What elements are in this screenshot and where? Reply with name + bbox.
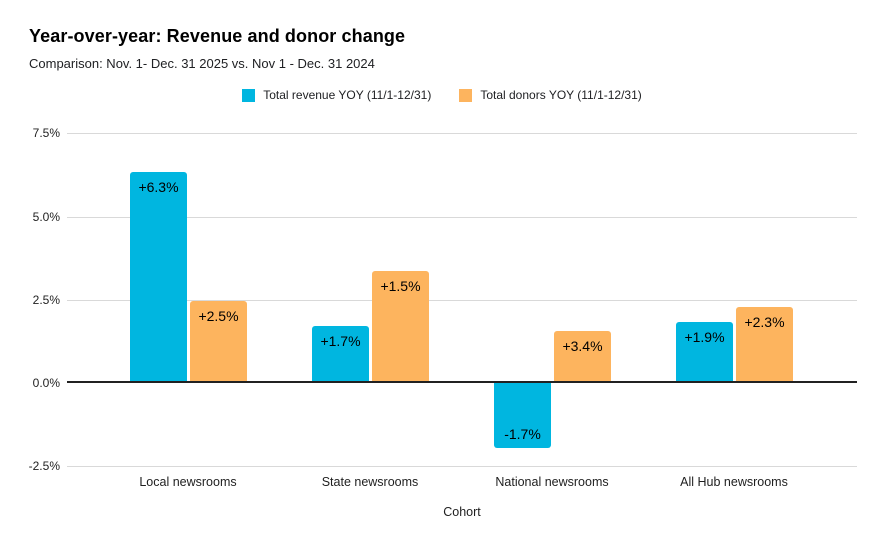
legend-item-revenue: Total revenue YOY (11/1-12/31) [242, 88, 431, 102]
gridline [67, 300, 857, 301]
bar-revenue-local-newsrooms: +6.3% [130, 172, 187, 383]
legend-label: Total revenue YOY (11/1-12/31) [263, 88, 432, 102]
bar-value-label: +2.5% [198, 308, 239, 324]
x-category-label-state-newsrooms: State newsrooms [321, 475, 419, 489]
legend-item-donors: Total donors YOY (11/1-12/31) [459, 88, 642, 102]
bar-donors-state-newsrooms: +1.5% [372, 271, 429, 383]
y-tick-label: 2.5% [32, 293, 60, 307]
bar-value-label: +1.9% [684, 329, 725, 345]
bar-value-label: +6.3% [138, 179, 179, 195]
gridline [67, 133, 857, 134]
legend-swatch-icon [459, 88, 473, 102]
bar-revenue-national-newsrooms: -1.7% [494, 383, 551, 448]
x-category-label-local-newsrooms: Local newsrooms [139, 475, 237, 489]
zero-axis-line [67, 381, 857, 383]
gridline [67, 217, 857, 218]
x-category-label-all-hub-newsrooms: All Hub newsrooms [680, 475, 788, 489]
chart-subtitle: Comparison: Nov. 1- Dec. 31 2025 vs. Nov… [29, 56, 375, 71]
x-axis-title: Cohort [443, 505, 481, 519]
y-tick-label: 7.5% [32, 126, 60, 140]
gridline [67, 466, 857, 467]
bar-value-label: +3.4% [562, 338, 603, 354]
bar-value-label: +2.3% [744, 314, 785, 330]
bar-donors-all-hub-newsrooms: +2.3% [736, 307, 793, 383]
bar-donors-national-newsrooms: +3.4% [554, 331, 611, 383]
bar-value-label: +1.5% [380, 278, 421, 294]
x-category-label-national-newsrooms: National newsrooms [495, 475, 609, 489]
y-tick-label: -2.5% [28, 459, 60, 473]
bar-revenue-state-newsrooms: +1.7% [312, 326, 369, 383]
chart-title: Year-over-year: Revenue and donor change [29, 26, 406, 46]
bar-value-label: +1.7% [320, 333, 361, 349]
bar-value-label: -1.7% [504, 426, 541, 442]
bar-donors-local-newsrooms: +2.5% [190, 301, 247, 383]
y-tick-label: 0.0% [32, 376, 60, 390]
legend-swatch-icon [242, 88, 256, 102]
legend: Total revenue YOY (11/1-12/31) Total dono… [0, 88, 884, 102]
legend-label: Total donors YOY (11/1-12/31) [480, 88, 642, 102]
bar-revenue-all-hub-newsrooms: +1.9% [676, 322, 733, 383]
y-tick-label: 5.0% [32, 210, 60, 224]
